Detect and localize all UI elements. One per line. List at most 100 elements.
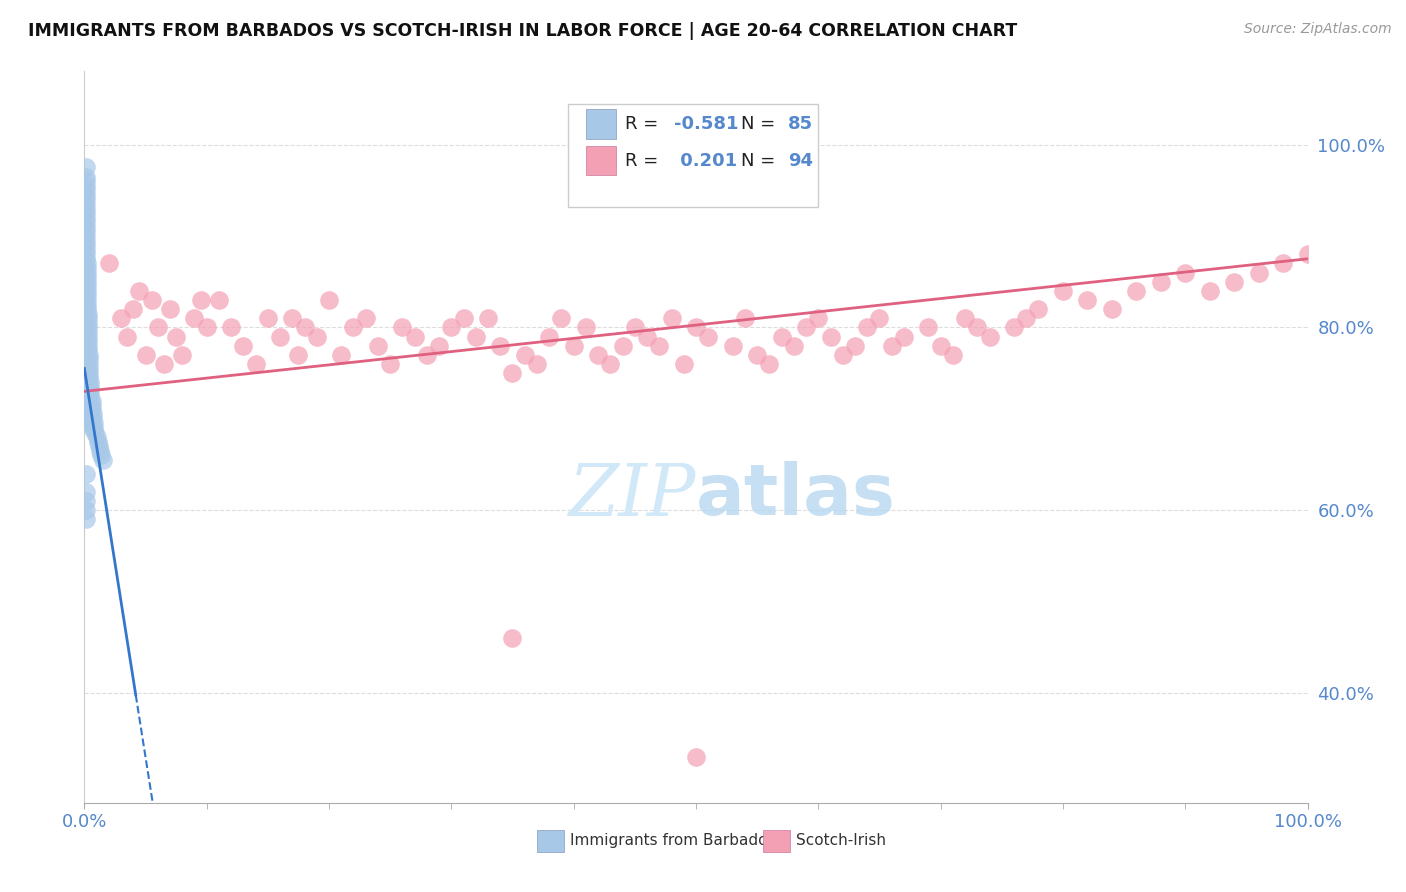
Point: [77, 307, 100, 321]
Point: [75, 206, 97, 220]
Point: [77, 402, 100, 417]
Point: [77, 334, 100, 348]
Point: [80, 402, 103, 417]
Point: [76, 284, 98, 298]
Point: [794, 320, 817, 334]
Point: [929, 338, 952, 352]
Point: [953, 311, 976, 326]
Point: [1223, 275, 1246, 289]
Point: [77, 343, 100, 358]
Point: [76, 297, 98, 311]
Point: [82, 407, 104, 421]
Point: [146, 320, 169, 334]
Text: -0.581: -0.581: [673, 115, 738, 133]
Point: [83, 417, 105, 431]
Point: [75, 234, 97, 248]
Point: [427, 338, 450, 352]
Point: [502, 632, 524, 646]
Text: atlas: atlas: [696, 461, 896, 530]
Point: [287, 348, 309, 362]
Point: [513, 348, 536, 362]
Point: [661, 311, 683, 326]
Point: [893, 329, 915, 343]
Point: [75, 215, 97, 229]
Text: Scotch-Irish: Scotch-Irish: [796, 833, 886, 848]
Point: [75, 252, 97, 266]
Point: [79, 384, 101, 399]
Point: [758, 357, 780, 371]
Point: [257, 311, 280, 326]
Point: [820, 329, 842, 343]
Point: [831, 348, 853, 362]
Point: [75, 366, 97, 380]
Point: [77, 348, 100, 362]
Point: [502, 366, 524, 380]
Point: [586, 348, 609, 362]
Point: [76, 260, 98, 275]
Point: [75, 384, 97, 399]
Point: [75, 224, 97, 238]
Point: [783, 338, 806, 352]
Text: N =: N =: [741, 152, 782, 169]
Point: [232, 338, 254, 352]
Point: [76, 256, 98, 270]
Point: [135, 348, 157, 362]
Point: [87, 434, 110, 449]
Point: [75, 238, 97, 252]
Point: [1052, 284, 1074, 298]
Text: N =: N =: [741, 115, 782, 133]
Point: [453, 311, 475, 326]
Point: [880, 338, 903, 352]
Point: [330, 348, 353, 362]
Text: IMMIGRANTS FROM BARBADOS VS SCOTCH-IRISH IN LABOR FORCE | AGE 20-64 CORRELATION : IMMIGRANTS FROM BARBADOS VS SCOTCH-IRISH…: [28, 22, 1018, 40]
Point: [685, 750, 707, 764]
Point: [416, 348, 439, 362]
Point: [82, 412, 104, 426]
Point: [1028, 301, 1050, 317]
Point: [75, 202, 97, 216]
Point: [75, 211, 97, 225]
Point: [538, 329, 561, 343]
Text: 85: 85: [787, 115, 813, 133]
Point: [75, 193, 97, 207]
Point: [489, 338, 512, 352]
Point: [80, 393, 103, 408]
Point: [115, 329, 138, 343]
Point: [76, 275, 98, 289]
Point: [75, 183, 97, 197]
Point: [84, 425, 107, 440]
Point: [75, 178, 97, 193]
Point: [367, 338, 389, 352]
Point: [75, 174, 97, 188]
Point: [697, 329, 720, 343]
Point: [159, 301, 181, 317]
Point: [75, 228, 97, 243]
Point: [75, 494, 97, 508]
Point: [77, 320, 100, 334]
Point: [75, 161, 97, 175]
Point: [76, 393, 98, 408]
Point: [79, 417, 101, 431]
Point: [281, 311, 304, 326]
Point: [734, 311, 756, 326]
Text: R =: R =: [626, 152, 664, 169]
Point: [76, 301, 98, 317]
Point: [128, 284, 150, 298]
Point: [75, 247, 97, 261]
Point: [80, 398, 103, 412]
Point: [942, 348, 965, 362]
Point: [122, 301, 145, 317]
Point: [636, 329, 658, 343]
Point: [1101, 301, 1123, 317]
Point: [77, 361, 100, 376]
Point: [477, 311, 499, 326]
Point: [245, 357, 267, 371]
Point: [77, 398, 100, 412]
Point: [195, 320, 218, 334]
Point: [342, 320, 364, 334]
Point: [979, 329, 1001, 343]
Point: [294, 320, 316, 334]
Point: [76, 270, 98, 285]
Point: [75, 219, 97, 234]
Text: Immigrants from Barbados: Immigrants from Barbados: [569, 833, 776, 848]
